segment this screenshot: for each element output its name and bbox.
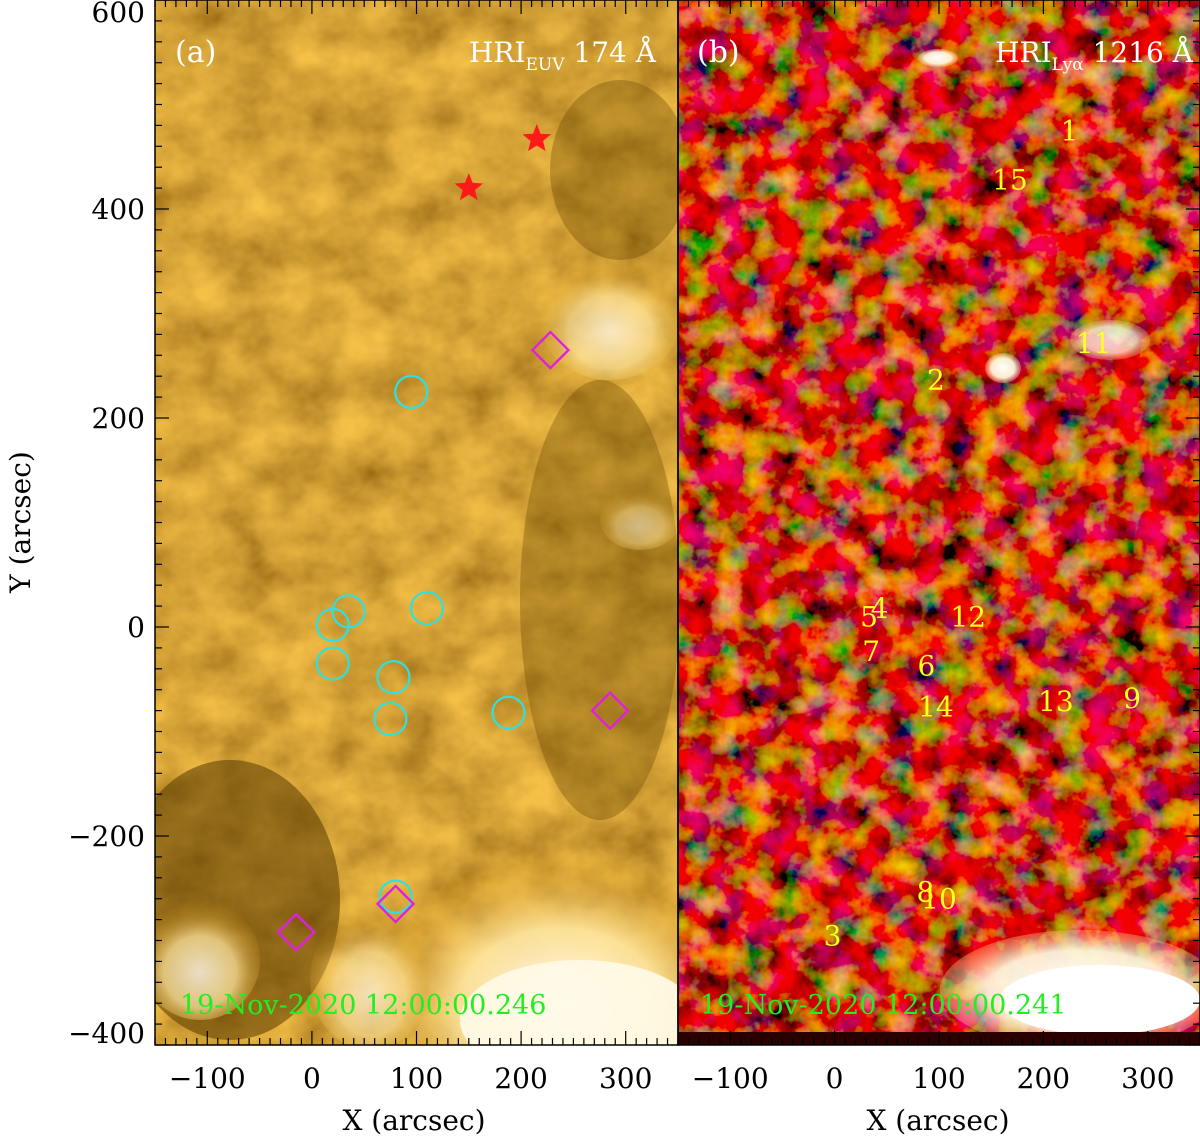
panel-a-timestamp: 19-Nov-2020 12:00:00.246 xyxy=(180,990,546,1021)
feature-number: 15 xyxy=(992,164,1028,197)
panel-b-timestamp: 19-Nov-2020 12:00:00.241 xyxy=(700,990,1066,1021)
y-axis-label: Y (arcsec) xyxy=(4,451,37,594)
feature-circle xyxy=(378,879,413,914)
feature-number: 6 xyxy=(918,650,936,683)
y-tick-label: −200 xyxy=(68,820,145,853)
x-tick-label: 100 xyxy=(390,1062,443,1095)
star-marker xyxy=(522,124,552,152)
feature-number: 1 xyxy=(1061,115,1079,148)
feature-diamond xyxy=(276,912,316,952)
x-tick-label: 300 xyxy=(1121,1062,1174,1095)
panel-b-instrument: HRI xyxy=(995,36,1052,69)
panel-a-label: (a) xyxy=(175,35,216,70)
feature-circle xyxy=(394,374,429,409)
panel-a-wavelength: 174 Å xyxy=(573,36,656,69)
x-axis-label-a: X (arcsec) xyxy=(342,1104,485,1137)
feature-diamond xyxy=(590,690,630,731)
y-tick-label: 400 xyxy=(92,193,145,226)
y-tick-label: 0 xyxy=(127,611,145,644)
x-tick-label: 0 xyxy=(303,1062,321,1095)
x-axis-label-b: X (arcsec) xyxy=(866,1104,1009,1137)
x-tick-label: 300 xyxy=(599,1062,652,1095)
y-tick-label: −400 xyxy=(68,1017,145,1050)
x-tick-label: 100 xyxy=(912,1062,965,1095)
feature-circle xyxy=(315,646,350,681)
panel-a-instrument-sub: EUV xyxy=(526,55,566,75)
feature-circle xyxy=(373,701,408,737)
x-tick-label: 0 xyxy=(826,1062,844,1095)
x-tick-label: 200 xyxy=(1017,1062,1070,1095)
euv-174-image xyxy=(155,0,678,1045)
x-tick-label: 200 xyxy=(494,1062,547,1095)
feature-number: 14 xyxy=(918,690,954,723)
feature-number: 9 xyxy=(1123,682,1141,715)
panel-b-title: HRILyα 1216 Å xyxy=(995,36,1194,75)
feature-circle xyxy=(409,591,445,626)
feature-circle xyxy=(491,695,526,730)
feature-number: 2 xyxy=(927,363,945,396)
feature-number: 13 xyxy=(1038,685,1074,718)
feature-number: 8 xyxy=(917,875,935,908)
y-tick-label: 600 xyxy=(92,0,145,29)
panel-a-instrument: HRI xyxy=(469,36,526,69)
panel-a-title: HRIEUV 174 Å xyxy=(469,36,657,75)
x-tick-label: −100 xyxy=(692,1062,769,1095)
x-tick-label: −100 xyxy=(169,1062,246,1095)
feature-number: 10 xyxy=(921,883,957,916)
panel-b-wavelength: 1216 Å xyxy=(1093,36,1194,69)
feature-circle xyxy=(376,660,411,695)
feature-number: 7 xyxy=(862,635,880,668)
star-marker xyxy=(454,173,484,201)
feature-number: 12 xyxy=(950,601,986,634)
panel-b-label: (b) xyxy=(697,35,740,70)
y-tick-label: 200 xyxy=(92,402,145,435)
panel-b-instrument-sub: Lyα xyxy=(1052,55,1085,75)
feature-number: 5 xyxy=(860,601,878,634)
feature-circle xyxy=(315,607,350,643)
feature-number: 4 xyxy=(871,592,889,625)
feature-diamond xyxy=(375,884,416,924)
feature-diamond xyxy=(530,330,571,370)
feature-number: 11 xyxy=(1076,327,1112,360)
lya-1216-image xyxy=(678,0,1200,1045)
feature-number: 3 xyxy=(824,919,842,952)
